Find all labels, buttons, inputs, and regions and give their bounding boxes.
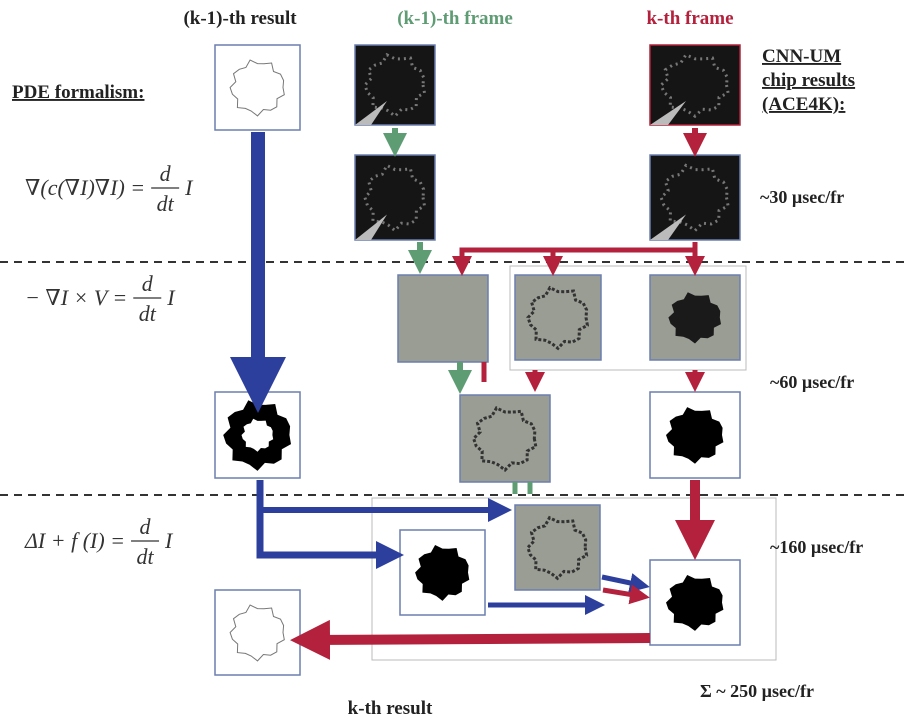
arrow [310,638,650,640]
equations: ∇(c(∇I)∇I) = d dt I − ∇I × V = d dt I ΔI + f (I)… [24,161,194,569]
equation-numerator: d [140,514,152,539]
equation-numerator: d [142,271,154,296]
equation-rhs: I [184,175,194,200]
images [215,45,740,675]
timing: ~160 µsec/fr [770,537,863,557]
right-heading: (ACE4K): [762,94,845,115]
right-heading: chip results [762,70,855,91]
arrow [260,480,390,555]
image-box [398,275,488,362]
equation-lhs: − ∇I × V = [25,285,127,310]
diagram: (k-1)-th result (k-1)-th frame k-th fram… [0,0,904,723]
equation-lhs: ΔI + f (I) = [24,528,125,553]
column-header: k-th frame [646,8,733,29]
footer-label: k-th result [348,698,433,719]
equation-lhs: ∇(c(∇I)∇I) = [25,175,145,200]
total-time: Σ ~ 250 µsec/fr [700,681,814,701]
timing: ~30 µsec/fr [760,187,844,207]
equation-denominator: dt [157,191,175,216]
equation-rhs: I [166,285,176,310]
arrow [602,577,640,585]
column-header: (k-1)-th result [183,8,297,29]
left-heading: PDE formalism: [12,82,144,103]
equation-rhs: I [164,528,174,553]
arrow [515,482,530,494]
timing: ~60 µsec/fr [770,372,854,392]
equation-denominator: dt [139,301,157,326]
column-header: (k-1)-th frame [397,8,513,29]
image-box [215,590,300,675]
equation-numerator: d [160,161,172,186]
arrow [462,242,695,262]
image-box [215,45,300,130]
right-heading: CNN-UM [762,46,841,67]
arrow [603,590,640,596]
equation-denominator: dt [136,544,154,569]
